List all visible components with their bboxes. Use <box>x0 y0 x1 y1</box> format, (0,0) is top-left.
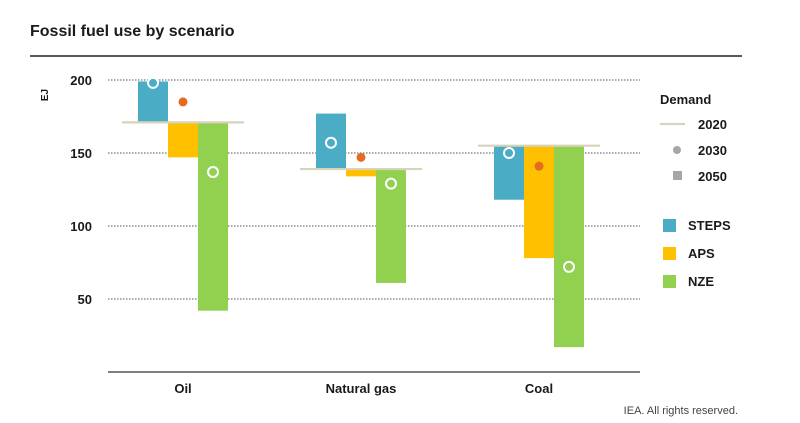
marker-2030-nze-coal <box>563 260 575 273</box>
bar-nze-coal <box>554 145 584 348</box>
marker-2030-steps-natural-gas <box>325 136 337 149</box>
legend-label-2030: 2030 <box>698 143 727 158</box>
category-label-natural-gas: Natural gas <box>326 381 397 396</box>
bar-aps-natural-gas <box>346 169 376 177</box>
marker-2030-steps-coal <box>503 147 515 159</box>
legend-swatch-aps <box>663 247 676 260</box>
y-tick-label-100: 100 <box>70 219 92 234</box>
marker-2030-aps-natural-gas <box>356 152 366 162</box>
legend-2030-dot-swatch <box>673 146 681 154</box>
legend-swatch-nze <box>663 275 676 288</box>
legend-label-2050: 2050 <box>698 169 727 184</box>
legend-swatch-steps <box>663 219 676 232</box>
title-rule <box>30 55 742 57</box>
category-label-oil: Oil <box>174 381 191 396</box>
legend-2050-square-swatch <box>673 171 682 180</box>
legend-label-aps: APS <box>688 246 715 261</box>
y-tick-label-200: 200 <box>70 73 92 88</box>
marker-2030-nze-oil <box>207 165 219 178</box>
y-axis-label: EJ <box>40 89 51 101</box>
category-label-coal: Coal <box>525 381 553 396</box>
y-tick-label-150: 150 <box>70 146 92 161</box>
bar-aps-oil <box>168 122 198 158</box>
legend-label-2020: 2020 <box>698 117 727 132</box>
credit-text: IEA. All rights reserved. <box>623 405 738 417</box>
legend-title: Demand <box>660 92 711 107</box>
legend-label-nze: NZE <box>688 274 714 289</box>
legend-label-steps: STEPS <box>688 218 731 233</box>
marker-2030-aps-coal <box>534 161 544 171</box>
marker-2030-steps-oil <box>147 76 159 89</box>
marker-2030-nze-natural-gas <box>385 177 397 190</box>
bar-nze-oil <box>198 122 228 311</box>
chart-title: Fossil fuel use by scenario <box>30 23 235 40</box>
marker-2030-aps-oil <box>178 97 188 107</box>
y-tick-label-50: 50 <box>78 292 92 307</box>
